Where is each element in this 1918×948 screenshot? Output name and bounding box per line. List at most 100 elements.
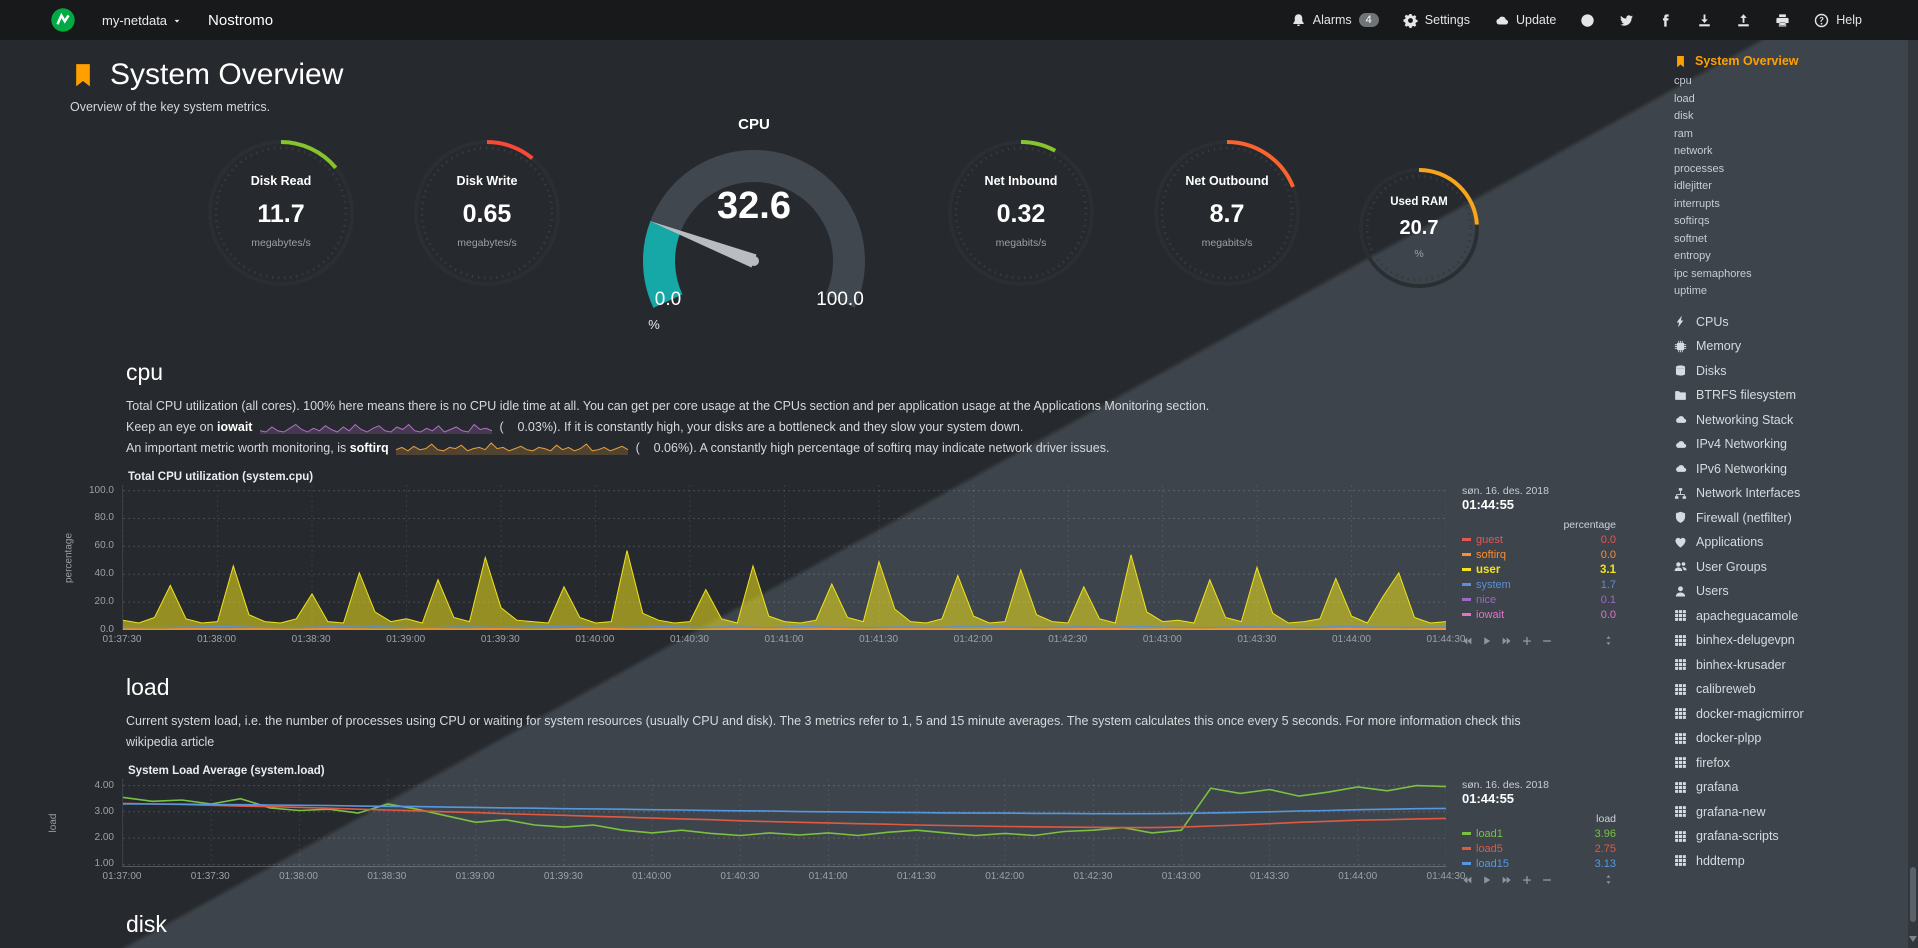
legend-row-nice[interactable]: nice 0.1 — [1462, 593, 1616, 608]
legend-row-system[interactable]: system 1.7 — [1462, 578, 1616, 593]
legend-row-iowait[interactable]: iowait 0.0 — [1462, 608, 1616, 623]
toolbox-resize-handle[interactable] — [1603, 874, 1614, 885]
sidebar-subitem-processes[interactable]: processes — [1674, 162, 1725, 175]
forward-icon — [1502, 876, 1511, 883]
gauge-net-outbound[interactable]: Net Outbound 8.7 megabits/s — [1138, 138, 1316, 288]
play-icon — [1484, 875, 1491, 884]
sidebar-subitem-load[interactable]: load — [1674, 92, 1695, 105]
hostname-link[interactable]: Nostromo — [208, 11, 274, 29]
sidebar-item-btrfs-filesystem[interactable]: BTRFS filesystem — [1674, 383, 1902, 408]
toolbox-backward-button[interactable] — [1462, 875, 1472, 885]
sidebar-item-ipv4-networking[interactable]: IPv4 Networking — [1674, 432, 1902, 457]
sidebar-subitem-interrupts[interactable]: interrupts — [1674, 197, 1720, 210]
toolbox-zoom-in-button[interactable] — [1522, 875, 1532, 885]
sidebar-item-memory[interactable]: Memory — [1674, 334, 1902, 359]
toolbox-zoom-in-button[interactable] — [1522, 636, 1532, 646]
toolbox-zoom-out-button[interactable] — [1542, 636, 1552, 646]
gauge-disk-write[interactable]: Disk Write 0.65 megabytes/s — [398, 138, 576, 288]
sidebar-item-ipv6-networking[interactable]: IPv6 Networking — [1674, 457, 1902, 482]
legend-row-softirq[interactable]: softirq 0.0 — [1462, 548, 1616, 563]
sidebar-item-users[interactable]: Users — [1674, 579, 1902, 604]
y-tick-label: 20.0 — [94, 596, 114, 608]
legend-row-load15[interactable]: load15 3.13 — [1462, 857, 1616, 872]
legend-row-user[interactable]: user 3.1 — [1462, 563, 1616, 578]
legend-row-load1[interactable]: load1 3.96 — [1462, 827, 1616, 842]
sidebar-item-network-interfaces[interactable]: Network Interfaces — [1674, 481, 1902, 506]
sidebar-item-firefox[interactable]: firefox — [1674, 751, 1902, 776]
sidebar-item-docker-plpp[interactable]: docker-plpp — [1674, 726, 1902, 751]
nav-upload[interactable] — [1736, 13, 1751, 28]
sidebar-item-grafana[interactable]: grafana — [1674, 775, 1902, 800]
nav-print[interactable] — [1775, 13, 1790, 28]
sidebar-subitem-network[interactable]: network — [1674, 145, 1713, 157]
toolbox-forward-button[interactable] — [1502, 636, 1512, 646]
gauge-cpu[interactable]: CPU 32.6 0.0 100.0% — [604, 116, 904, 333]
gauge-disk-read[interactable]: Disk Read 11.7 megabytes/s — [192, 138, 370, 288]
sidebar-item-applications[interactable]: Applications — [1674, 530, 1902, 555]
sidebar-item-firewall-netfilter[interactable]: Firewall (netfilter) — [1674, 506, 1902, 531]
sidebar-subitem-softirqs[interactable]: softirqs — [1674, 215, 1710, 227]
sidebar-item-binhex-delugevpn[interactable]: binhex-delugevpn — [1674, 628, 1902, 653]
toolbox-resize-handle[interactable] — [1603, 635, 1614, 646]
backward-icon — [1463, 876, 1472, 883]
sidebar-subitem-uptime[interactable]: uptime — [1674, 285, 1708, 297]
gauge-value: 0.65 — [462, 199, 512, 228]
sidebar-subitem-idlejitter[interactable]: idlejitter — [1674, 180, 1712, 192]
sidebar-item-calibreweb[interactable]: calibreweb — [1674, 677, 1902, 702]
scrollbar-down-arrow[interactable] — [1909, 936, 1917, 942]
sidebar-item-apacheguacamole[interactable]: apacheguacamole — [1674, 604, 1902, 629]
legend-row-load5[interactable]: load5 2.75 — [1462, 842, 1616, 857]
toolbox-play-button[interactable] — [1482, 875, 1492, 885]
sidebar-item-binhex-krusader[interactable]: binhex-krusader — [1674, 653, 1902, 678]
my-netdata-menu[interactable]: my-netdata — [102, 13, 182, 28]
chart-plot-area[interactable] — [122, 779, 1447, 867]
nav-alarms[interactable]: Alarms 4 — [1291, 13, 1379, 28]
nav-github[interactable] — [1580, 13, 1595, 28]
sidebar-subitem-ipc-semaphores[interactable]: ipc semaphores — [1674, 267, 1752, 280]
x-tick-label: 01:38:30 — [291, 634, 331, 645]
iowait-sparkline[interactable] — [259, 419, 493, 434]
chart-plot-area[interactable] — [122, 485, 1447, 631]
toolbox-backward-button[interactable] — [1462, 636, 1472, 646]
sidebar-item-grafana-scripts[interactable]: grafana-scripts — [1674, 824, 1902, 849]
load-heading[interactable]: load — [126, 674, 170, 700]
sidebar-subitem-ram[interactable]: ram — [1674, 127, 1693, 140]
zoom-out-icon — [1543, 639, 1551, 642]
disk-heading[interactable]: disk — [126, 911, 167, 937]
scrollbar-thumb[interactable] — [1910, 867, 1916, 922]
toolbox-play-button[interactable] — [1482, 636, 1492, 646]
cpu-heading[interactable]: cpu — [126, 359, 164, 385]
nav-help[interactable]: Help — [1814, 13, 1862, 28]
nav-facebook[interactable] — [1658, 13, 1673, 28]
sidebar-item-networking-stack[interactable]: Networking Stack — [1674, 408, 1902, 433]
cloud-icon — [1676, 440, 1687, 448]
sidebar-subitem-disk[interactable]: disk — [1674, 110, 1694, 122]
legend-row-guest[interactable]: guest 0.0 — [1462, 533, 1616, 548]
gauge-net-inbound[interactable]: Net Inbound 0.32 megabits/s — [932, 138, 1110, 288]
sidebar-item-user-groups[interactable]: User Groups — [1674, 555, 1902, 580]
toolbox-forward-button[interactable] — [1502, 875, 1512, 885]
nav-twitter[interactable] — [1619, 13, 1634, 28]
nav-download[interactable] — [1697, 13, 1712, 28]
toolbox-zoom-out-button[interactable] — [1542, 875, 1552, 885]
gauge-used-ram[interactable]: Used RAM 20.7% — [1344, 166, 1494, 290]
nav-settings[interactable]: Settings — [1403, 13, 1470, 28]
sidebar-item-hddtemp[interactable]: hddtemp — [1674, 849, 1902, 874]
sidebar-scrollbar[interactable] — [1908, 40, 1918, 948]
sidebar-subitem-softnet[interactable]: softnet — [1674, 232, 1708, 245]
y-tick-label: 1.00 — [94, 858, 114, 870]
softirq-sparkline[interactable] — [395, 440, 629, 455]
sidebar-item-disks[interactable]: Disks — [1674, 359, 1902, 384]
gauge-max: 100.0 — [816, 289, 864, 310]
sidebar-item-system-overview[interactable]: System Overview — [1674, 54, 1902, 68]
sidebar-subitem-cpu[interactable]: cpu — [1674, 75, 1692, 87]
sidebar-item-docker-magicmirror[interactable]: docker-magicmirror — [1674, 702, 1902, 727]
sidebar-item-cpus[interactable]: CPUs — [1674, 310, 1902, 335]
sidebar-subitem-entropy[interactable]: entropy — [1674, 250, 1711, 262]
legend-series-value: 3.1 — [1600, 564, 1616, 576]
sidebar-item-grafana-new[interactable]: grafana-new — [1674, 800, 1902, 825]
easypie-canvas — [948, 140, 1094, 286]
nav-update[interactable]: Update — [1494, 13, 1556, 28]
chart-canvas — [122, 779, 1447, 867]
netdata-logo[interactable] — [50, 7, 76, 33]
